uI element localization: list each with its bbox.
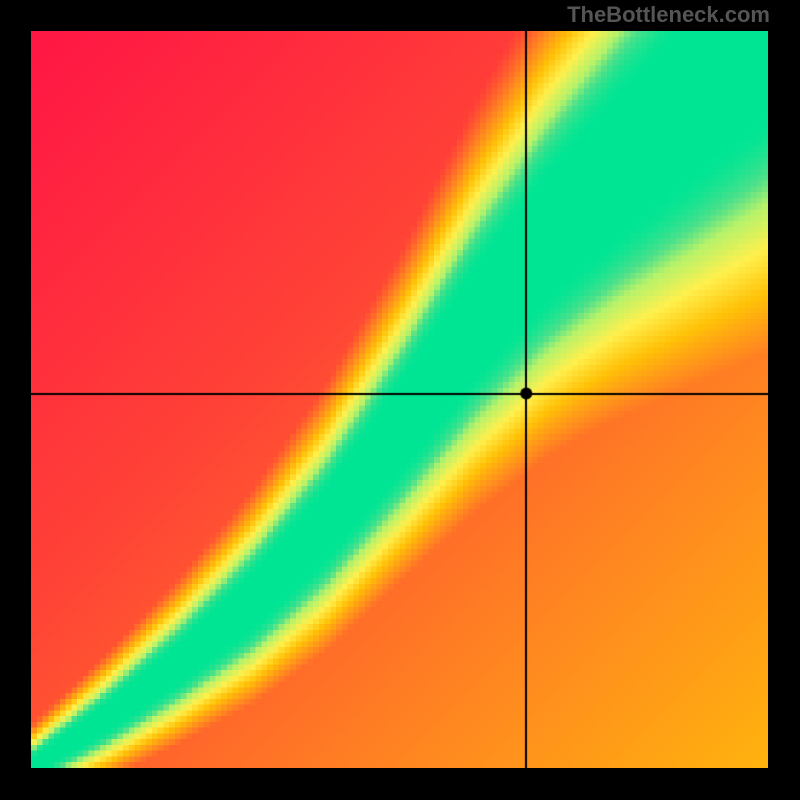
crosshair-overlay bbox=[31, 31, 768, 768]
chart-container: TheBottleneck.com bbox=[0, 0, 800, 800]
attribution-label: TheBottleneck.com bbox=[567, 2, 770, 28]
